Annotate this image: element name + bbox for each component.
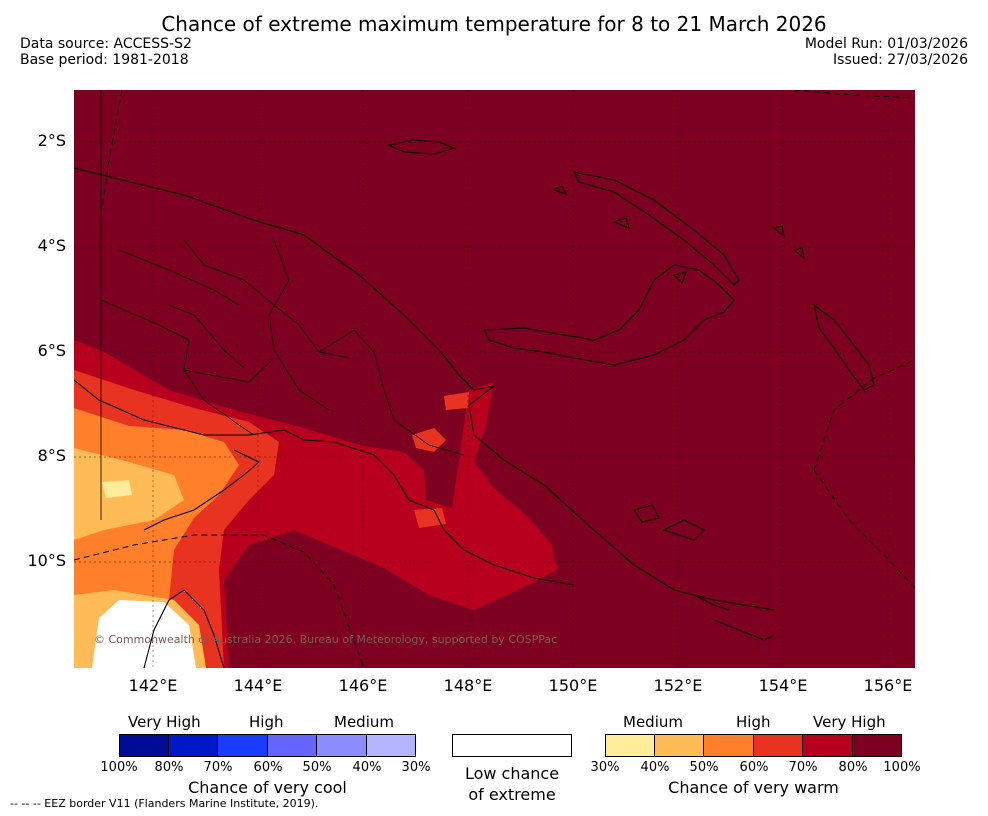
cool-swatch-5 [317,734,367,757]
cool-tick-70: 70% [203,760,233,775]
cool-swatch-4 [268,734,317,757]
lat-label-10s: 10°S [27,551,66,570]
cool-tick-30: 30% [401,760,431,775]
dentrecasteaux-islands [633,504,705,541]
cape-york [143,589,225,668]
new-guinea-south-coast [74,379,575,586]
cool-caption: Chance of very cool [188,778,347,797]
cool-swatch-1 [119,734,169,757]
model-run: Model Run: 01/03/2026 [804,36,968,52]
warm-level-very-high: Very High [813,713,886,731]
warm-tick-40: 40% [640,760,670,775]
base-period: Base period: 1981-2018 [20,52,189,68]
contour-patch-lae [412,428,446,452]
lat-label-8s: 8°S [37,446,66,465]
lon-label-144e: 144°E [233,676,283,695]
warm-level-high: High [736,713,771,731]
warm-tick-80: 80% [838,760,868,775]
map-title: Chance of extreme maximum temperature fo… [161,12,827,36]
manus-island [387,139,456,155]
meta-right: Model Run: 01/03/2026 Issued: 27/03/2026 [805,36,968,68]
low-chance-caption-1: Low chance [464,764,560,783]
contour-patch-huon [414,508,446,528]
lon-label-154e: 154°E [758,676,808,695]
lat-label-2s: 2°S [37,131,66,150]
cool-tick-50: 50% [302,760,332,775]
low-chance-swatch [452,734,572,757]
lon-label-156e: 156°E [863,676,913,695]
bougainville [813,303,875,391]
coastlines [74,139,875,668]
contour-30-40 [102,480,132,498]
data-source: Data source: ACCESS-S2 [20,36,192,52]
warm-tick-30: 30% [590,760,620,775]
province-borders [100,90,465,520]
cool-swatch-3 [218,734,268,757]
lat-label-4s: 4°S [37,236,66,255]
warm-tick-70: 70% [788,760,818,775]
warm-caption: Chance of very warm [668,778,839,797]
lon-label-142e: 142°E [128,676,178,695]
low-chance-caption-2: of extreme [468,785,556,804]
issued-date: Issued: 27/03/2026 [833,52,968,68]
eez-borders [74,90,915,668]
louisiade-islands [693,594,775,641]
warm-swatch-2 [655,734,704,757]
cool-colorbar-frame [119,734,416,757]
lat-label-6s: 6°S [37,341,66,360]
cool-level-very-high: Very High [128,713,201,731]
warm-tick-50: 50% [689,760,719,775]
lon-label-150e: 150°E [548,676,598,695]
lon-label-148e: 148°E [443,676,493,695]
contour-patch-madang [444,392,469,410]
cool-tick-80: 80% [154,760,184,775]
graticule [74,90,915,668]
lon-label-146e: 146°E [338,676,388,695]
eez-border-note: -- -- -- EEZ border V11 (Flanders Marine… [10,797,319,810]
new-guinea-north-coast [74,167,775,611]
cool-swatch-2 [169,734,218,757]
warm-swatch-3 [704,734,754,757]
new-ireland [573,171,740,286]
cool-level-high: High [249,713,284,731]
cool-tick-60: 60% [253,760,283,775]
low-chance-area [92,600,196,668]
warm-swatch-4 [754,734,803,757]
small-islands [552,185,805,284]
lon-label-152e: 152°E [653,676,703,695]
cool-tick-100: 100% [100,760,138,775]
new-britain [483,264,735,366]
forecast-map [74,90,915,668]
fly-delta [143,449,260,531]
warm-colorbar-frame [605,734,902,757]
warm-swatch-1 [605,734,655,757]
meta-left: Data source: ACCESS-S2 Base period: 1981… [20,36,192,68]
cool-level-medium: Medium [334,713,394,731]
warm-swatch-5 [803,734,853,757]
warm-tick-100: 100% [883,760,921,775]
cool-tick-40: 40% [352,760,382,775]
copyright-notice: © Commonwealth of Australia 2026, Bureau… [94,633,558,646]
warm-tick-60: 60% [739,760,769,775]
warm-level-medium: Medium [623,713,683,731]
